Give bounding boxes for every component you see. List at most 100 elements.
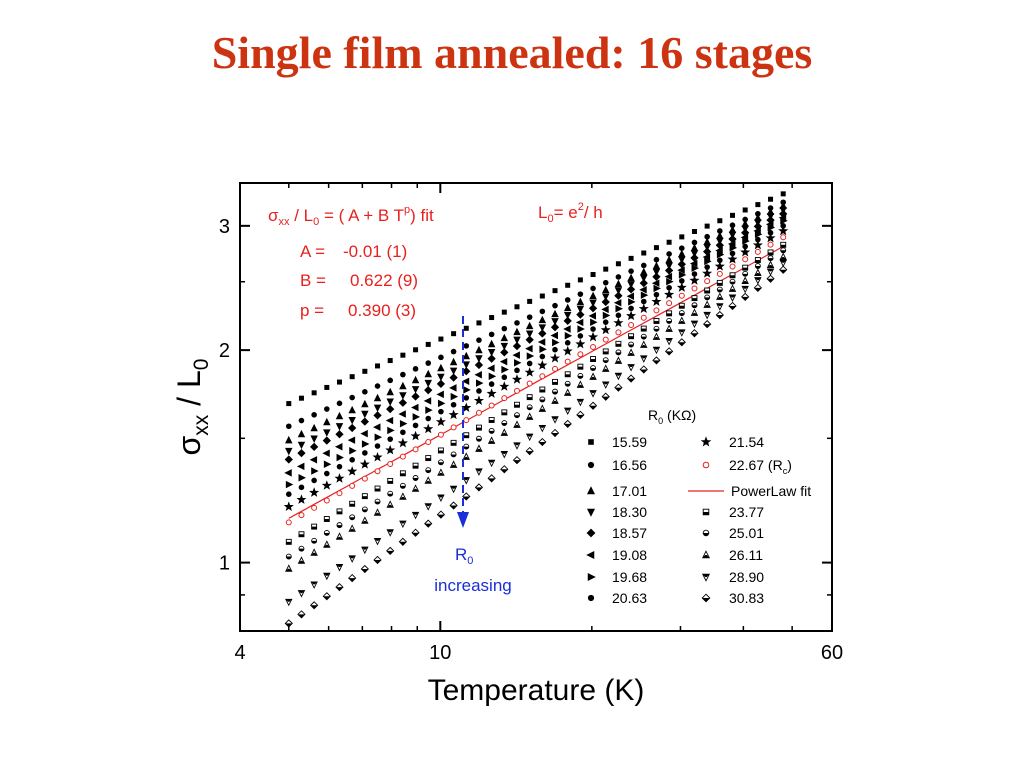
legend-marker <box>586 550 595 560</box>
data-point <box>754 268 762 276</box>
data-point <box>424 519 433 528</box>
data-point <box>752 239 763 250</box>
data-point <box>488 381 495 387</box>
data-point <box>310 442 319 451</box>
data-point <box>488 417 495 423</box>
data-point <box>741 276 749 284</box>
data-point <box>538 424 547 433</box>
data-point <box>728 284 737 292</box>
data-point <box>539 308 546 315</box>
data-point <box>666 277 674 286</box>
data-point <box>336 490 343 497</box>
data-point <box>387 477 394 484</box>
data-point <box>767 241 774 248</box>
data-point <box>335 430 344 439</box>
data-point <box>462 452 470 460</box>
data-point <box>461 402 472 413</box>
data-point <box>689 275 700 285</box>
data-point <box>323 572 331 581</box>
data-point <box>311 477 317 484</box>
data-point <box>678 249 686 258</box>
data-point <box>437 459 444 466</box>
data-point <box>613 317 624 328</box>
data-point <box>704 233 710 240</box>
data-point <box>296 494 307 504</box>
data-point <box>754 277 762 285</box>
data-point <box>691 302 698 309</box>
data-point <box>728 301 737 311</box>
data-point <box>576 305 585 314</box>
data-point <box>666 251 672 257</box>
data-point <box>311 390 317 396</box>
data-point <box>702 268 713 278</box>
data-point <box>525 446 534 456</box>
data-point <box>652 261 661 270</box>
data-point <box>704 257 712 266</box>
data-point <box>361 410 369 419</box>
data-point <box>359 459 370 469</box>
data-point <box>640 355 648 363</box>
data-point <box>552 378 558 385</box>
data-point <box>348 555 356 563</box>
data-point <box>628 305 634 312</box>
data-point <box>677 260 686 269</box>
data-point <box>754 257 761 263</box>
data-point <box>361 399 369 408</box>
data-point <box>349 374 355 380</box>
data-point <box>475 444 483 452</box>
data-point <box>461 377 470 386</box>
data-point <box>552 388 558 395</box>
data-point <box>487 349 496 357</box>
data-point <box>297 556 306 564</box>
data-point <box>411 403 419 412</box>
data-point <box>550 428 560 438</box>
data-point <box>589 372 597 380</box>
data-point <box>298 531 305 538</box>
data-point <box>626 310 637 321</box>
data-point <box>690 329 699 338</box>
data-point <box>565 282 571 288</box>
data-point <box>437 373 445 382</box>
data-point <box>640 333 647 340</box>
data-point <box>425 415 432 422</box>
data-point <box>690 243 699 252</box>
data-point <box>284 469 292 477</box>
data-point <box>398 410 406 418</box>
series-20.63 <box>285 223 787 497</box>
data-point <box>641 250 647 256</box>
data-point <box>514 304 520 310</box>
data-point <box>614 372 623 381</box>
data-point <box>387 490 394 497</box>
data-point <box>526 404 533 411</box>
data-point <box>374 443 381 449</box>
data-point <box>577 291 584 297</box>
legend-label: 18.30 <box>612 504 647 520</box>
data-point <box>309 456 318 464</box>
data-point <box>589 299 597 308</box>
data-point <box>742 207 748 213</box>
fit-param-b-label: B = <box>300 271 326 290</box>
data-point <box>564 380 571 387</box>
data-point <box>600 324 611 335</box>
data-point <box>449 357 458 366</box>
data-point <box>742 256 749 263</box>
l0-note-sub: 0 <box>547 213 553 225</box>
data-point <box>665 255 673 264</box>
data-point <box>627 281 635 289</box>
legend-fit-label: PowerLaw fit <box>731 483 811 499</box>
data-point <box>538 324 547 332</box>
data-point <box>640 325 647 332</box>
x-tick-label: 60 <box>821 642 843 664</box>
data-point <box>588 331 599 342</box>
data-point <box>526 380 533 387</box>
data-point <box>627 273 635 282</box>
data-point <box>602 285 610 294</box>
data-point <box>476 337 482 343</box>
data-point <box>399 520 407 529</box>
data-point <box>717 257 723 264</box>
data-point <box>602 279 609 286</box>
data-point <box>323 417 331 426</box>
data-point <box>666 284 672 291</box>
data-point <box>640 291 649 299</box>
data-point <box>285 598 293 607</box>
